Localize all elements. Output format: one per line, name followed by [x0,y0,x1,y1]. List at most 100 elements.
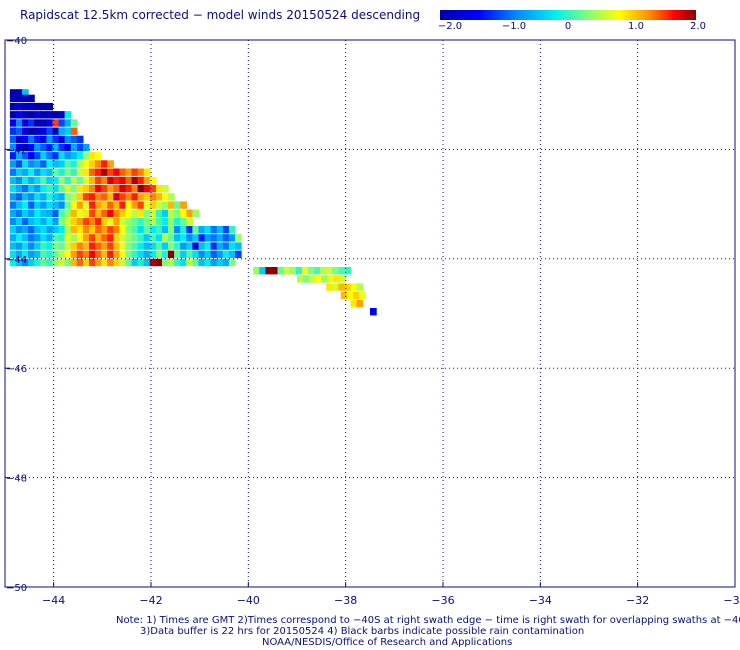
x-tick-label: −30 [723,594,740,607]
heatmap-cell [28,111,35,119]
heatmap-cell [64,185,72,193]
heatmap-cell [174,226,181,234]
heatmap-cell [149,242,157,250]
heatmap-cell [119,217,127,226]
heatmap-cell [64,258,72,267]
heatmap-cell [58,111,66,119]
x-tick-label: −36 [431,594,454,607]
heatmap-cell [46,152,54,160]
heatmap-cell [64,226,72,234]
heatmap-cell [64,152,72,160]
heatmap-cell [222,250,230,258]
heatmap-cell [64,127,72,135]
heatmap-cell [216,234,224,242]
heatmap-cell [89,242,96,250]
heatmap-cell [52,152,60,160]
heatmap-cell [82,217,90,226]
heatmap-cell [16,258,23,267]
heatmap-cell [46,234,54,242]
heatmap-cell [40,176,47,185]
heatmap-cell [131,176,139,185]
heatmap-cell [52,250,60,258]
heatmap-cell [350,299,358,308]
heatmap-cell [70,201,78,209]
heatmap-cell [76,234,84,242]
heatmap-cell [95,160,102,168]
heatmap-cell [9,89,17,97]
heatmap-cell [180,209,187,217]
heatmap-cell [113,258,120,267]
heatmap-cell [326,283,333,291]
heatmap-cell [168,226,175,234]
heatmap-cell [16,217,23,226]
heatmap-cell [353,291,360,299]
heatmap-cell [89,217,96,226]
heatmap-cell [143,258,151,267]
note-line-1: Note: 1) Times are GMT 2)Times correspon… [116,615,740,626]
colorbar-tick: 1.0 [628,21,644,32]
heatmap-cell [40,193,47,201]
heatmap-cell [34,111,41,119]
heatmap-cell [356,283,364,291]
heatmap-cell [64,111,72,119]
heatmap-cell [131,226,139,234]
heatmap-cell [149,250,157,258]
colorbar-tick: −1.0 [501,21,527,32]
heatmap-cell [16,201,23,209]
heatmap-cell [34,209,41,217]
heatmap-cell [149,193,157,201]
heatmap-cell [28,201,35,209]
heatmap-cell [143,209,151,217]
heatmap-cell [76,242,84,250]
heatmap-cell [22,152,29,160]
plot-frame [4,39,736,588]
heatmap-cell [155,185,163,193]
heatmap-cell [186,209,193,217]
heatmap-cell [16,143,23,152]
heatmap-cell [34,234,41,242]
heatmap-cell [70,160,78,168]
heatmap-cell [125,234,133,242]
heatmap-cell [101,193,108,201]
heatmap-cell [168,209,175,217]
heatmap-cell [332,267,339,275]
heatmap-cell [34,119,41,127]
heatmap-cell [28,143,35,152]
heatmap-cell [107,193,114,201]
heatmap-cell [58,201,66,209]
heatmap-cell [28,226,35,234]
heatmap-cell [76,201,84,209]
heatmap-cell [308,267,315,275]
heatmap-cell [210,226,218,234]
heatmap-cell [46,226,54,234]
heatmap-cell [95,193,102,201]
heatmap-cell [321,275,328,283]
heatmap-cell [210,234,218,242]
heatmap-cell [52,209,60,217]
heatmap-cell [168,250,175,258]
heatmap-cell [40,226,47,234]
heatmap-cell [22,160,29,168]
colorbar-tick: −2.0 [437,21,463,32]
heatmap-cell [101,168,108,176]
heatmap-cell [46,127,54,135]
heatmap-cell [76,250,84,258]
heatmap-cell [107,168,114,176]
heatmap-cell [137,201,145,209]
heatmap-cell [34,258,41,267]
heatmap-cell [58,168,66,176]
heatmap-cell [155,258,163,267]
heatmap-cell [9,258,17,267]
heatmap-cell [22,89,29,97]
heatmap-cell [327,275,335,283]
heatmap-cell [58,217,66,226]
heatmap-cell [9,185,17,193]
heatmap-cell [16,234,23,242]
heatmap-cell [22,119,29,127]
heatmap-cell [101,217,108,226]
heatmap-cell [46,102,54,111]
heatmap-cell [131,193,139,201]
heatmap-cell [70,250,78,258]
heatmap-cell [180,258,187,267]
heatmap-cell [137,226,145,234]
